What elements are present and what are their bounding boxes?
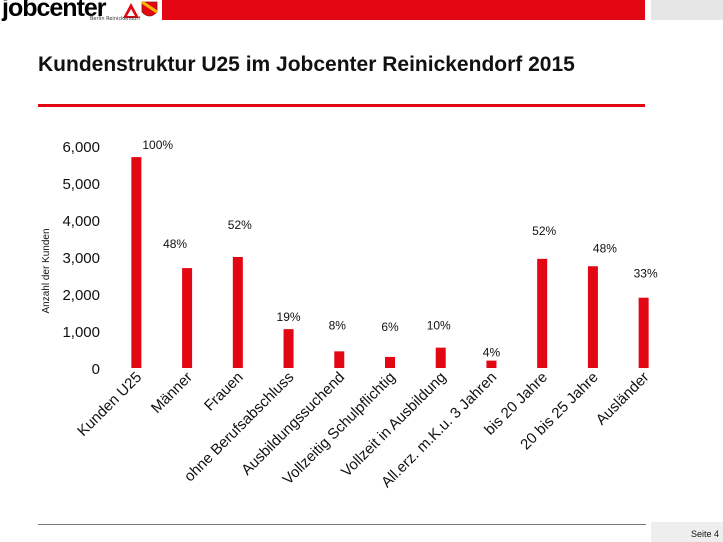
y-axis-label: Anzahl der Kunden bbox=[41, 228, 52, 313]
bar bbox=[486, 360, 497, 368]
data-label: 52% bbox=[228, 218, 252, 232]
bar bbox=[182, 268, 193, 368]
bar bbox=[232, 257, 243, 368]
bar bbox=[385, 356, 395, 368]
data-label: 10% bbox=[427, 319, 451, 333]
title-underline bbox=[38, 104, 645, 107]
page-title: Kundenstruktur U25 im Jobcenter Reinicke… bbox=[38, 53, 575, 76]
page-number: Seite 4 bbox=[690, 529, 719, 539]
bar bbox=[334, 351, 345, 368]
logo-house-icon bbox=[123, 3, 139, 18]
data-label: 52% bbox=[532, 224, 556, 238]
x-tick-label: Ausländer bbox=[593, 369, 653, 429]
x-tick-label: Kunden U25 bbox=[74, 369, 145, 440]
y-tick-label: 5,000 bbox=[62, 176, 100, 193]
bar bbox=[537, 258, 548, 368]
footer-gray-block bbox=[651, 522, 723, 542]
x-tick-label: Frauen bbox=[201, 369, 247, 415]
bar bbox=[587, 266, 598, 368]
x-tick-label: Männer bbox=[148, 369, 196, 417]
data-label: 19% bbox=[277, 310, 301, 324]
y-tick-label: 6,000 bbox=[62, 139, 100, 156]
berlin-coat-of-arms-icon bbox=[141, 1, 158, 17]
y-tick-label: 1,000 bbox=[62, 324, 100, 341]
y-tick-label: 0 bbox=[92, 361, 100, 378]
footer-divider bbox=[38, 524, 646, 525]
y-tick-label: 2,000 bbox=[62, 287, 100, 304]
data-label: 8% bbox=[329, 318, 347, 332]
bar bbox=[283, 329, 294, 368]
header-gray-block bbox=[651, 0, 723, 20]
bar bbox=[131, 157, 142, 368]
logo-subtitle: Berlin Reinickendorf bbox=[90, 16, 141, 22]
data-label: 4% bbox=[483, 346, 501, 360]
logo-wordmark: jobcenter bbox=[2, 0, 107, 22]
data-label: 33% bbox=[634, 267, 658, 281]
jobcenter-logo: jobcenter Berlin Reinickendorf bbox=[0, 0, 165, 26]
y-tick-label: 4,000 bbox=[62, 213, 100, 230]
y-tick-label: 3,000 bbox=[62, 250, 100, 267]
data-label: 100% bbox=[142, 138, 173, 152]
header-accent-bar bbox=[162, 0, 645, 20]
bar bbox=[435, 347, 446, 368]
data-label: 6% bbox=[381, 320, 399, 334]
data-label: 48% bbox=[163, 237, 187, 251]
data-label: 48% bbox=[593, 241, 617, 255]
bar bbox=[638, 297, 649, 368]
